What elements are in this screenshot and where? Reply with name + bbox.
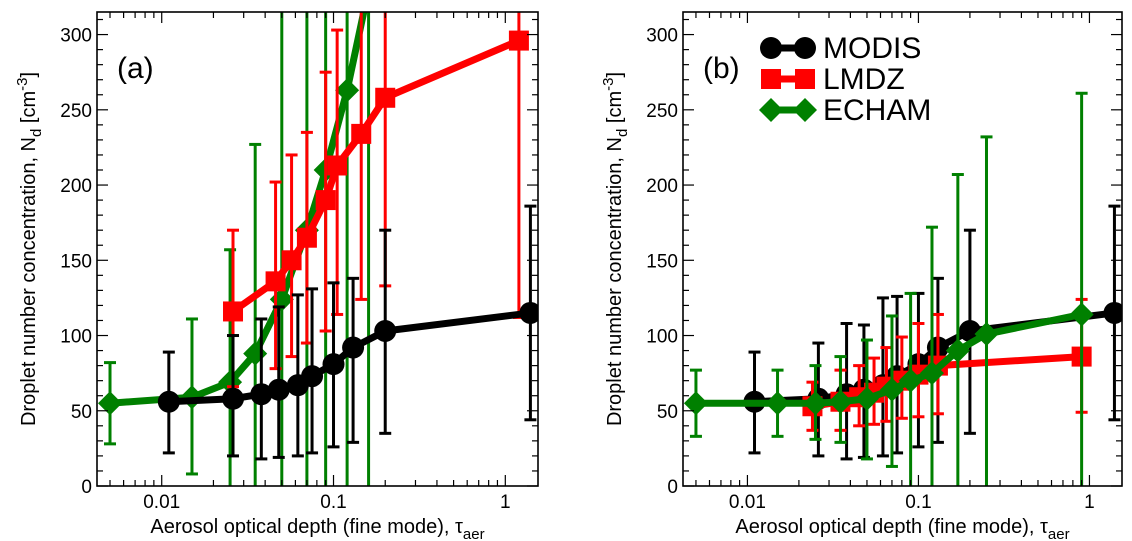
panel-b-ticks: [683, 12, 1122, 487]
panel-b-y-tick-label: 100: [646, 327, 678, 348]
panel-a-x-tick-label: 1: [500, 492, 511, 513]
panel-a-y-axis-label: Droplet number concentration, Nd [cm-3]: [14, 72, 45, 426]
panel-b-y-tick-label: 250: [646, 101, 678, 122]
panel-a-lmdz-point: [351, 123, 372, 144]
panel-a-modis-point: [322, 353, 345, 376]
panel-a-modis-point: [374, 320, 397, 343]
panel-a-lmdz-point: [265, 271, 286, 292]
panel-a-modis-errorbars: [162, 204, 537, 461]
panel-b-legend-entry-lmdz: LMDZ: [761, 63, 905, 96]
panel-a-ticks: [97, 12, 538, 487]
panel-a-y-tick-label: 50: [71, 402, 92, 423]
panel-b-echam-point: [898, 368, 923, 393]
panel-b-legend-marker: [759, 98, 783, 122]
panel-b-legend-marker: [794, 37, 816, 59]
panel-a-modis-point: [519, 301, 538, 324]
panel-b-echam-point: [879, 377, 904, 402]
panel-b-legend-label: LMDZ: [823, 63, 905, 96]
panel-a-lmdz-point: [327, 155, 348, 176]
panel-b-x-axis-label: Aerosol optical depth (fine mode), τaer: [735, 516, 1069, 541]
panel-a-lmdz-point: [375, 87, 396, 108]
panel-b-modis-point: [1103, 301, 1122, 324]
panel-a-y-tick-label: 300: [60, 26, 92, 47]
panel-b-echam-errorbars: [689, 91, 1088, 486]
panel-b-echam-point: [854, 386, 879, 411]
panel-b-y-tick-label: 300: [646, 26, 678, 47]
panel-a-lmdz-point: [223, 301, 244, 322]
panel-b-modis-errorbars: [748, 204, 1121, 461]
panel-b-x-tick-label: 0.1: [905, 492, 931, 513]
panel-a-modis-point: [157, 390, 180, 413]
panel-a-lmdz-point: [508, 30, 529, 51]
panel-b-legend-label: ECHAM: [823, 94, 931, 127]
panel-b-echam-point: [974, 322, 999, 347]
panel-a-frame: [96, 11, 539, 487]
panel-b-plot-area: [683, 91, 1122, 486]
panel-b-legend-entry-echam: ECHAM: [759, 94, 931, 127]
panel-a-label: (a): [117, 52, 154, 85]
panel-a-y-tick-label: 200: [60, 176, 92, 197]
panel-a-y-tick-label: 250: [60, 101, 92, 122]
panel-a-echam-point: [357, 0, 381, 1]
panel-a-lmdz-point: [296, 227, 317, 248]
panel-b-legend-marker: [795, 69, 815, 89]
panel-b-legend-label: MODIS: [823, 32, 921, 65]
panel-b-legend-marker: [761, 69, 781, 89]
panel-a-lmdz-point: [281, 250, 302, 271]
panel-a-echam-point: [335, 78, 360, 103]
panel-b-echam-point: [765, 391, 790, 416]
panel-b-x-tick-label: 0.01: [729, 492, 766, 513]
panel-a-modis-point: [250, 383, 273, 406]
panel-b-label: (b): [703, 52, 740, 85]
panel-a-lmdz-point: [315, 190, 336, 211]
panel-b-echam-point: [683, 391, 708, 416]
panel-a-echam-point: [98, 391, 123, 416]
panel-b-echam-point: [803, 391, 828, 416]
panel-b-echam-point: [828, 389, 853, 414]
panel-b-frame: [682, 11, 1123, 487]
panel-a-y-tick-label: 150: [60, 251, 92, 272]
panel-b-echam-point: [919, 361, 944, 386]
panel-a-modis-point: [301, 365, 324, 388]
panel-b-y-tick-label: 200: [646, 176, 678, 197]
panel-b-x-tick-label: 1: [1084, 492, 1095, 513]
panel-b-y-tick-label: 0: [667, 477, 678, 498]
panel-a-x-tick-label: 0.1: [320, 492, 346, 513]
panel-a-y-tick-label: 100: [60, 327, 92, 348]
panel-b-legend-entry-modis: MODIS: [760, 32, 921, 65]
panel-a-y-tick-label: 0: [81, 477, 92, 498]
panel-b-y-tick-label: 50: [657, 402, 678, 423]
panel-b-echam-point: [1069, 302, 1094, 327]
panel-a-plot-area: [98, 0, 538, 486]
panel-a-modis-point: [342, 336, 365, 359]
panel-b-legend-marker: [760, 37, 782, 59]
panel-b-y-axis-label: Droplet number concentration, Nd [cm-3]: [600, 72, 631, 426]
panel-a: 0.01 0.1 1 0 50 100 150 200 250 300 Aerosol optica…: [14, 0, 539, 541]
panel-a-modis-point: [222, 387, 245, 410]
panel-b-legend-marker: [793, 98, 817, 122]
panel-a-x-tick-label: 0.01: [143, 492, 180, 513]
panel-b: 0.01 0.1 1 0 50 100 150 200 250 300 Aerosol optica…: [600, 11, 1123, 541]
panel-a-x-axis-label: Aerosol optical depth (fine mode), τaer: [150, 516, 484, 541]
panel-a-modis-point: [267, 378, 290, 401]
panel-b-echam-point: [945, 338, 970, 363]
panel-b-y-tick-label: 150: [646, 251, 678, 272]
